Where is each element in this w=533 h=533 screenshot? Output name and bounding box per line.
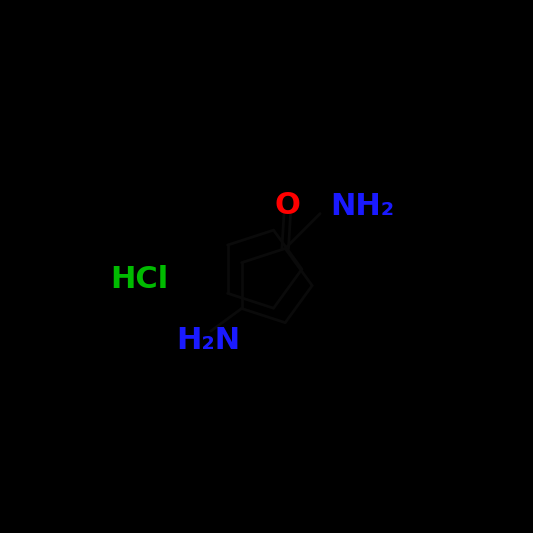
Text: O: O: [274, 191, 300, 220]
Text: HCl: HCl: [111, 265, 169, 294]
Text: H₂N: H₂N: [177, 326, 241, 354]
Text: NH₂: NH₂: [330, 192, 394, 221]
